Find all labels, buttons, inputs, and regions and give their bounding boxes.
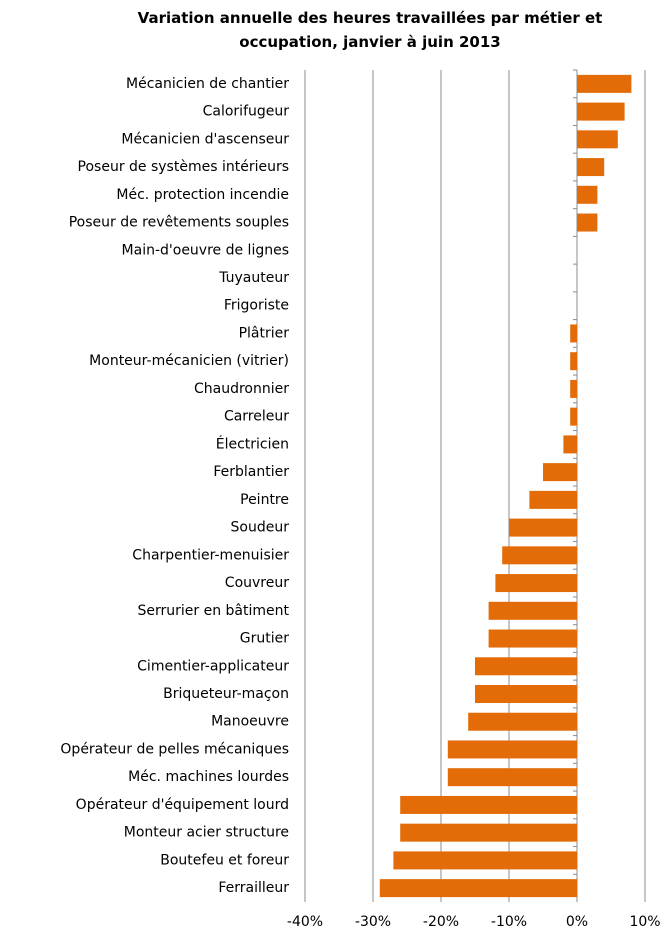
y-tick-label: Cimentier-applicateur — [137, 658, 289, 674]
y-tick-label: Monteur acier structure — [124, 825, 289, 841]
y-tick-label: Ferrailleur — [218, 880, 289, 896]
y-tick-label: Grutier — [240, 631, 289, 647]
chart-title: Variation annuelle des heures travaillée… — [137, 9, 603, 51]
y-tick-label: Mécanicien de chantier — [126, 76, 289, 92]
bar — [495, 574, 577, 593]
bar — [468, 712, 577, 731]
y-tick-label: Calorifugeur — [203, 104, 290, 120]
bar — [488, 601, 577, 620]
bar — [379, 879, 577, 898]
bar — [577, 185, 598, 204]
bar — [570, 324, 577, 343]
bar — [543, 463, 577, 482]
y-tick-label: Poseur de revêtements souples — [69, 215, 289, 231]
x-tick-label: -30% — [355, 914, 391, 930]
y-tick-label: Opérateur d'équipement lourd — [76, 797, 289, 813]
y-tick-label: Frigoriste — [224, 298, 289, 314]
bar — [447, 768, 577, 787]
y-tick-label: Briqueteur-maçon — [163, 686, 289, 702]
y-tick-label: Tuyauteur — [218, 270, 289, 286]
bar — [475, 657, 577, 676]
bar — [400, 823, 577, 842]
y-tick-label: Serrurier en bâtiment — [138, 603, 290, 619]
x-tick-label: -20% — [423, 914, 459, 930]
y-tick-label: Opérateur de pelles mécaniques — [60, 741, 289, 757]
y-tick-label: Chaudronnier — [194, 381, 289, 397]
bar — [577, 213, 598, 232]
bar — [400, 795, 577, 814]
y-tick-label: Manoeuvre — [211, 714, 289, 730]
y-tick-label: Monteur-mécanicien (vitrier) — [89, 353, 289, 369]
y-tick-label: Boutefeu et foreur — [160, 852, 289, 868]
y-tick-label: Méc. machines lourdes — [128, 769, 289, 785]
y-tick-label: Couvreur — [225, 575, 289, 591]
y-tick-label: Méc. protection incendie — [116, 187, 289, 203]
bar — [475, 685, 577, 703]
y-tick-label: Carreleur — [224, 409, 289, 425]
y-tick-label: Soudeur — [231, 520, 290, 536]
x-tick-label: -40% — [287, 914, 323, 930]
y-tick-label: Peintre — [240, 492, 289, 508]
bar — [577, 130, 618, 149]
bar — [577, 102, 625, 121]
y-tick-label: Mécanicien d'ascenseur — [121, 131, 289, 147]
bar — [570, 407, 577, 426]
bar — [447, 740, 577, 759]
bar — [577, 74, 632, 93]
bar — [529, 490, 577, 509]
bar — [509, 518, 577, 537]
y-tick-label: Poseur de systèmes intérieurs — [78, 159, 289, 175]
y-tick-label: Électricien — [216, 435, 289, 452]
bar — [502, 546, 577, 565]
y-tick-label: Ferblantier — [213, 464, 289, 480]
x-tick-label: 10% — [629, 914, 660, 930]
y-tick-label: Plâtrier — [239, 325, 290, 341]
y-tick-label: Main-d'oeuvre de lignes — [122, 242, 289, 258]
bar — [570, 352, 577, 371]
x-tick-label: 0% — [566, 914, 588, 930]
bar — [577, 158, 605, 177]
bar — [488, 629, 577, 648]
bar — [570, 379, 577, 398]
bar — [563, 435, 577, 454]
x-tick-label: -10% — [491, 914, 527, 930]
y-tick-label: Charpentier-menuisier — [132, 547, 289, 563]
bar — [393, 851, 577, 870]
